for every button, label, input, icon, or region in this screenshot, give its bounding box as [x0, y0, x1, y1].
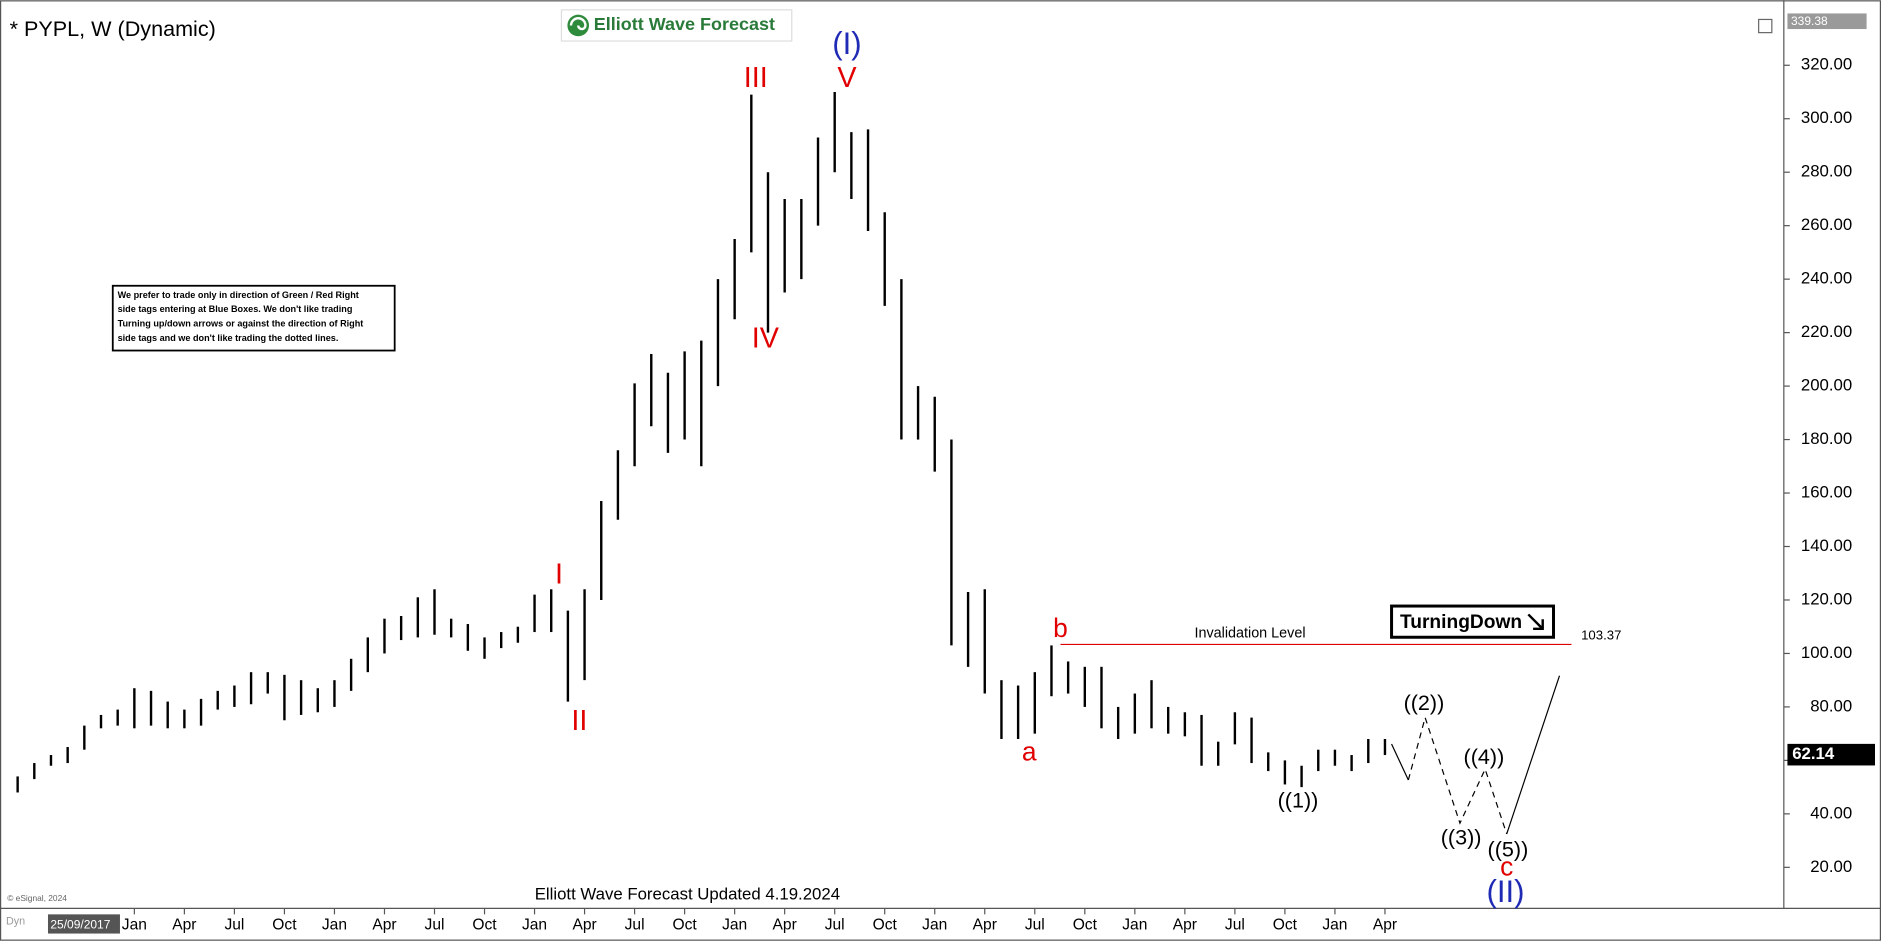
- x-tick-label: Jul: [224, 916, 244, 933]
- badge-text: TurningDown: [1400, 612, 1522, 633]
- note-line: Turning up/down arrows or against the di…: [118, 319, 364, 329]
- badge-arrow: [1527, 613, 1544, 631]
- corner-tag: Dyn: [6, 915, 25, 927]
- top-price-label: 339.38: [1791, 14, 1828, 28]
- x-tick-label: Oct: [673, 916, 698, 933]
- wave-label: ((1)): [1278, 787, 1319, 812]
- x-tick-label: Apr: [572, 916, 596, 933]
- wave-label: IV: [752, 322, 780, 354]
- wave-label: ((2)): [1404, 690, 1445, 715]
- window-button[interactable]: [1758, 18, 1773, 34]
- projection: [1391, 675, 1561, 835]
- x-tick-label: Apr: [1173, 916, 1197, 933]
- note-line: side tags and we don't like trading the …: [118, 333, 339, 343]
- brand-box: [560, 9, 793, 42]
- y-tick-label: 100.00: [1801, 643, 1852, 662]
- wave-label: a: [1022, 737, 1037, 767]
- y-tick-label: 280.00: [1801, 162, 1852, 181]
- turning-badge: TurningDown: [1390, 604, 1556, 639]
- x-tick-label: Jan: [122, 916, 147, 933]
- x-tick-label: Oct: [272, 916, 297, 933]
- last-price-tag: [1787, 743, 1876, 766]
- x-tick-label: Apr: [372, 916, 396, 933]
- note-line: side tags entering at Blue Boxes. We don…: [118, 304, 353, 314]
- projection-dashed: [1407, 715, 1508, 835]
- y-tick-label: 20.00: [1810, 857, 1852, 876]
- y-tick-label: 320.00: [1801, 55, 1852, 74]
- date-tag: [47, 914, 120, 934]
- note-box: We prefer to trade only in direction of …: [111, 284, 396, 352]
- y-tick-label: 300.00: [1801, 108, 1852, 127]
- wave-label: c: [1500, 852, 1513, 882]
- y-tick-label: 260.00: [1801, 215, 1852, 234]
- x-tick-label: Apr: [773, 916, 797, 933]
- note-line: We prefer to trade only in direction of …: [118, 290, 359, 300]
- wave-label: V: [837, 62, 857, 94]
- x-tick-label: Jul: [1225, 916, 1245, 933]
- y-tick-label: 40.00: [1810, 803, 1852, 822]
- x-tick-label: Oct: [1273, 916, 1298, 933]
- y-tick-label: 180.00: [1801, 429, 1852, 448]
- projection-solid: [1391, 743, 1409, 781]
- badge-frame: [1390, 604, 1556, 639]
- x-tick-label: Jan: [922, 916, 947, 933]
- y-tick-label: 220.00: [1801, 322, 1852, 341]
- y-tick-label: 80.00: [1810, 696, 1852, 715]
- y-tick-label: 240.00: [1801, 269, 1852, 288]
- wave-label: ((4)): [1464, 744, 1505, 769]
- y-tick-label: 120.00: [1801, 589, 1852, 608]
- x-tick-label: Jul: [1025, 916, 1045, 933]
- brand-name: Elliott Wave Forecast: [594, 14, 775, 34]
- wave-label: (I): [832, 26, 861, 61]
- y-tick-label: 160.00: [1801, 482, 1852, 501]
- invalidation-value: 103.37: [1581, 628, 1621, 643]
- x-tick-label: Jan: [1322, 916, 1347, 933]
- wave-label: I: [555, 559, 563, 591]
- x-tick-label: Jul: [825, 916, 845, 933]
- x-tick-label: Apr: [172, 916, 196, 933]
- x-tick-label: Apr: [1373, 916, 1397, 933]
- wave-label: II: [571, 705, 587, 737]
- x-tick-label: Oct: [472, 916, 497, 933]
- wave-label: ((5)): [1488, 836, 1529, 861]
- wave-label: b: [1053, 613, 1068, 643]
- date-tag-text: 25/09/2017: [50, 917, 110, 931]
- top-price-tag: [1787, 13, 1867, 30]
- last-price-label: 62.14: [1792, 744, 1835, 763]
- x-tick-label: Jan: [1122, 916, 1147, 933]
- y-tick-label: 140.00: [1801, 536, 1852, 555]
- y-tick-label: 200.00: [1801, 376, 1852, 395]
- copyright: © eSignal, 2024: [7, 893, 67, 903]
- note-frame: [111, 284, 396, 352]
- footer: Elliott Wave Forecast Updated 4.19.2024: [535, 885, 840, 904]
- x-tick-label: Jan: [322, 916, 347, 933]
- x-tick-label: Oct: [873, 916, 898, 933]
- brand-icon-swirl: [569, 17, 587, 31]
- x-tick-label: Apr: [973, 916, 997, 933]
- invalidation-label: Invalidation Level: [1194, 625, 1305, 641]
- x-tick-label: Jul: [625, 916, 645, 933]
- x-tick-label: Jan: [722, 916, 747, 933]
- brand-logo: Elliott Wave Forecast: [560, 9, 793, 42]
- x-tick-label: Jul: [425, 916, 445, 933]
- wave-label: (II): [1486, 874, 1524, 909]
- chart-title: * PYPL, W (Dynamic): [10, 16, 216, 41]
- wave-label: III: [744, 62, 768, 94]
- projection-solid: [1506, 675, 1561, 835]
- x-tick-label: Oct: [1073, 916, 1098, 933]
- wave-label: ((3)): [1441, 824, 1482, 849]
- x-tick-label: Jan: [522, 916, 547, 933]
